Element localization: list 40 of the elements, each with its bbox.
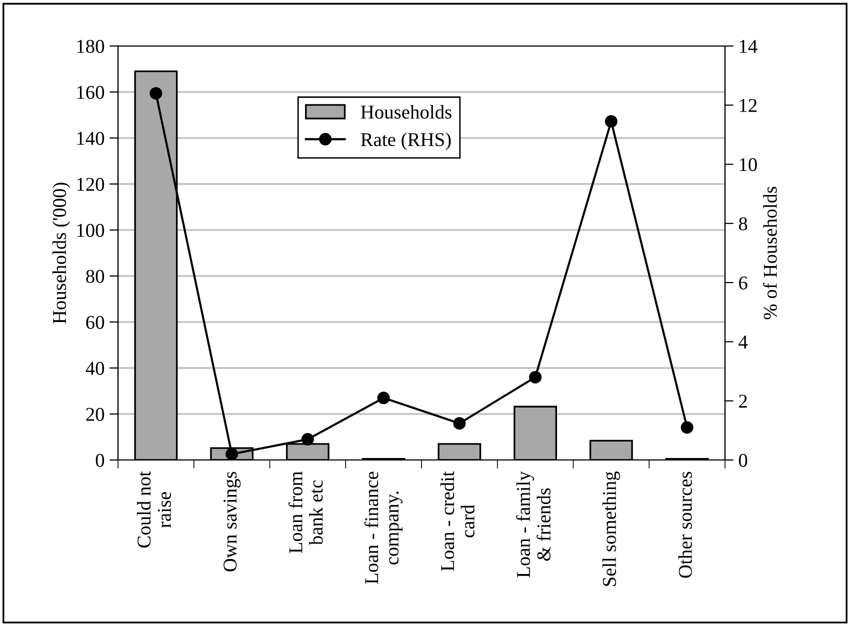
- y-axis-title: Households ('000): [52, 182, 70, 324]
- y2-tick-label: 10: [740, 158, 757, 172]
- y-tick-label: 100: [77, 224, 104, 237]
- x-tick-label: Sell something: [602, 471, 620, 586]
- x-tick-label: Could not raise: [136, 471, 171, 548]
- point: [301, 433, 314, 446]
- y-tick-label: 40: [86, 362, 104, 375]
- y2-tick-label: 2: [739, 394, 747, 408]
- y2-tick-label: 4: [738, 336, 748, 348]
- legend-label: Rate (RHS): [360, 132, 451, 150]
- y2-tick-label: 14: [740, 40, 758, 53]
- y2-tick-label: 6: [739, 276, 748, 290]
- y-tick-label: 20: [86, 408, 104, 421]
- y2-tick-label: 8: [738, 217, 748, 230]
- point: [604, 115, 618, 128]
- bar: [589, 440, 633, 460]
- y2-tick-label: 12: [740, 99, 757, 112]
- y2-tick-label: 0: [738, 454, 748, 467]
- x-tick-label: Loan - finance company.: [364, 472, 403, 584]
- bar: [514, 406, 558, 460]
- y2-axis-title: % of Households: [762, 186, 777, 320]
- point: [680, 421, 694, 434]
- point: [453, 417, 466, 430]
- x-tick-label: Own savings: [224, 472, 241, 572]
- y-tick-label: 0: [96, 454, 104, 467]
- point: [529, 370, 542, 384]
- y-tick-label: 120: [77, 178, 104, 191]
- point: [226, 448, 238, 460]
- x-tick-label: Loan - credit card: [440, 471, 474, 571]
- point: [150, 87, 162, 100]
- x-tick-label: Other sources: [678, 472, 692, 578]
- y-tick-label: 180: [77, 40, 104, 53]
- legend-label: Households: [360, 105, 452, 119]
- y-tick-label: 80: [86, 270, 104, 283]
- y-tick-label: 60: [86, 316, 104, 329]
- y-tick-label: 160: [77, 86, 104, 99]
- point: [377, 392, 390, 404]
- bar: [438, 443, 482, 460]
- x-tick-label: Loan from bank etc: [288, 471, 323, 554]
- y-tick-label: 140: [77, 132, 104, 145]
